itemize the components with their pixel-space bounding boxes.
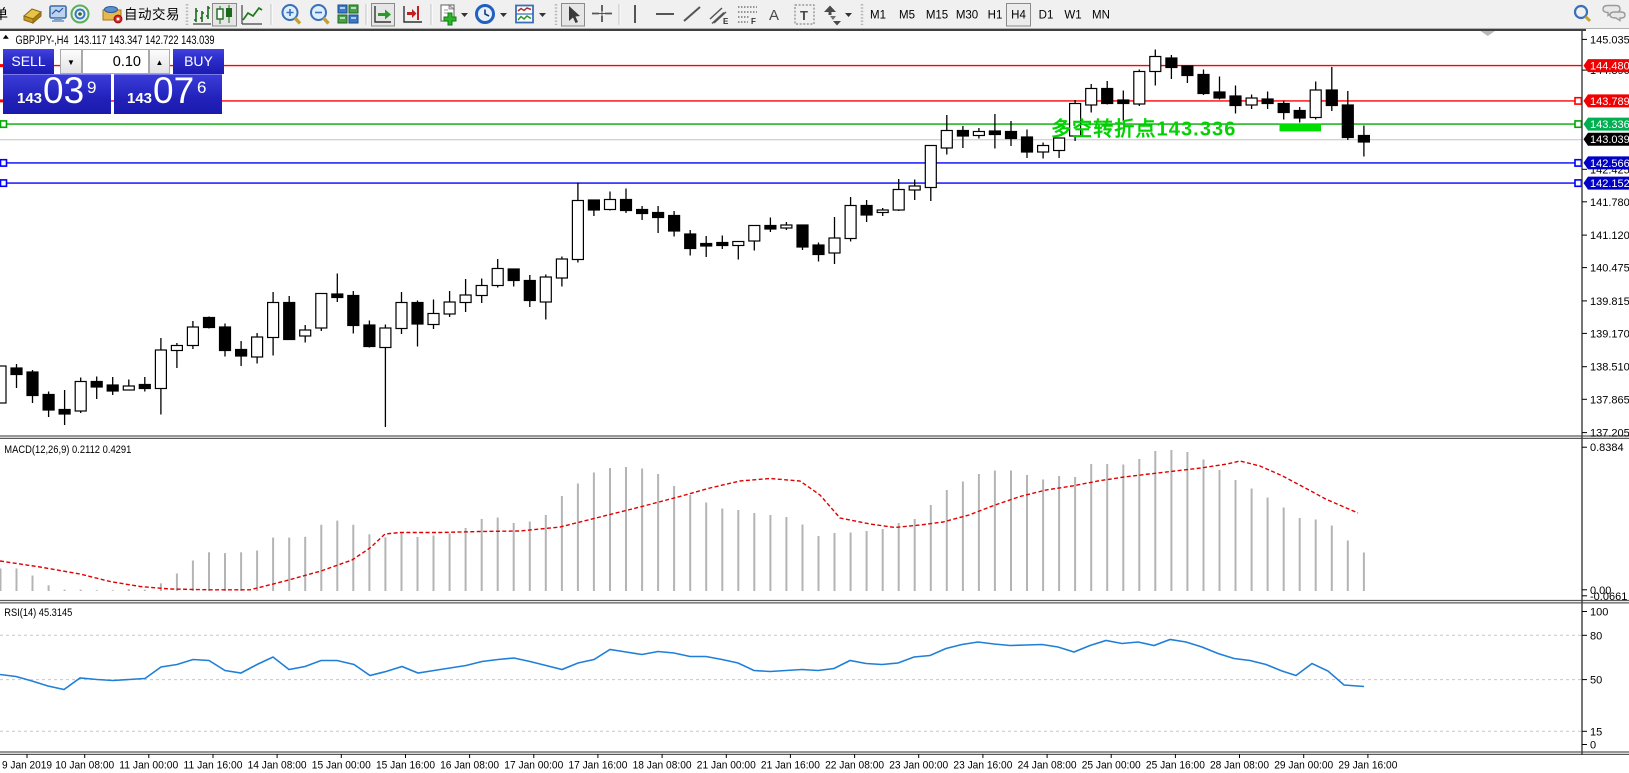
svg-text:T: T [800,8,808,23]
svg-text:140.475: 140.475 [1590,263,1629,275]
svg-text:A: A [769,7,779,24]
svg-text:143.789: 143.789 [1590,96,1629,108]
svg-text:145.035: 145.035 [1590,34,1629,46]
svg-text:GBPJPY-,H4 143.117 143.347 14: GBPJPY-,H4 143.117 143.347 142.722 143.0… [16,35,215,47]
svg-text:RSI(14) 45.3145: RSI(14) 45.3145 [4,607,72,619]
svg-text:H4: H4 [1011,10,1026,22]
svg-text:28 Jan 08:00: 28 Jan 08:00 [1210,760,1269,772]
svg-text:E: E [723,17,729,26]
svg-text:15 Jan 00:00: 15 Jan 00:00 [312,760,371,772]
svg-text:0.00: 0.00 [1590,585,1611,597]
svg-text:M15: M15 [926,10,948,22]
svg-text:单: 单 [0,6,8,22]
svg-text:MACD(12,26,9) 0.2112 0.4291: MACD(12,26,9) 0.2112 0.4291 [4,444,131,456]
svg-text:0.8384: 0.8384 [1590,442,1624,454]
svg-text:141.780: 141.780 [1590,197,1629,209]
svg-text:9 Jan 2019: 9 Jan 2019 [2,760,52,772]
svg-text:H1: H1 [988,10,1003,22]
svg-text:M1: M1 [870,10,886,22]
svg-text:11 Jan 00:00: 11 Jan 00:00 [119,760,178,772]
svg-text:141.120: 141.120 [1590,230,1629,242]
svg-text:M30: M30 [956,10,978,22]
svg-text:25 Jan 00:00: 25 Jan 00:00 [1082,760,1141,772]
svg-text:22 Jan 08:00: 22 Jan 08:00 [825,760,884,772]
svg-text:F: F [751,17,756,26]
svg-text:15: 15 [1590,726,1602,738]
svg-text:18 Jan 08:00: 18 Jan 08:00 [633,760,692,772]
svg-text:15 Jan 16:00: 15 Jan 16:00 [376,760,435,772]
svg-text:143.336: 143.336 [1590,119,1629,131]
svg-text:14 Jan 08:00: 14 Jan 08:00 [248,760,307,772]
svg-text:17 Jan 16:00: 17 Jan 16:00 [568,760,627,772]
svg-text:W1: W1 [1064,10,1081,22]
svg-text:MN: MN [1092,10,1110,22]
svg-text:100: 100 [1590,607,1608,619]
svg-text:137.205: 137.205 [1590,428,1629,440]
svg-text:142.566: 142.566 [1590,158,1629,170]
svg-text:24 Jan 08:00: 24 Jan 08:00 [1018,760,1077,772]
svg-text:0: 0 [1590,740,1596,752]
svg-text:11 Jan 16:00: 11 Jan 16:00 [184,760,243,772]
svg-text:25 Jan 16:00: 25 Jan 16:00 [1146,760,1205,772]
svg-text:137.865: 137.865 [1590,394,1629,406]
svg-text:17 Jan 00:00: 17 Jan 00:00 [504,760,563,772]
svg-text:多空转折点143.336: 多空转折点143.336 [1051,117,1237,141]
svg-text:自动交易: 自动交易 [124,6,180,22]
svg-text:138.510: 138.510 [1590,362,1629,374]
svg-text:139.170: 139.170 [1590,328,1629,340]
svg-text:21 Jan 00:00: 21 Jan 00:00 [697,760,756,772]
svg-text:50: 50 [1590,675,1602,687]
svg-text:10 Jan 08:00: 10 Jan 08:00 [55,760,114,772]
svg-text:-0.0661: -0.0661 [1590,591,1627,603]
svg-text:16 Jan 08:00: 16 Jan 08:00 [440,760,499,772]
svg-text:23 Jan 16:00: 23 Jan 16:00 [953,760,1012,772]
svg-text:21 Jan 16:00: 21 Jan 16:00 [761,760,820,772]
svg-text:143.039: 143.039 [1590,134,1629,146]
svg-text:139.815: 139.815 [1590,296,1629,308]
svg-text:144.480: 144.480 [1590,61,1629,73]
svg-text:29 Jan 16:00: 29 Jan 16:00 [1338,760,1397,772]
svg-text:29 Jan 00:00: 29 Jan 00:00 [1274,760,1333,772]
svg-text:142.152: 142.152 [1590,178,1629,190]
svg-text:23 Jan 00:00: 23 Jan 00:00 [889,760,948,772]
svg-text:80: 80 [1590,630,1602,642]
svg-text:M5: M5 [899,10,915,22]
svg-text:D1: D1 [1039,10,1054,22]
